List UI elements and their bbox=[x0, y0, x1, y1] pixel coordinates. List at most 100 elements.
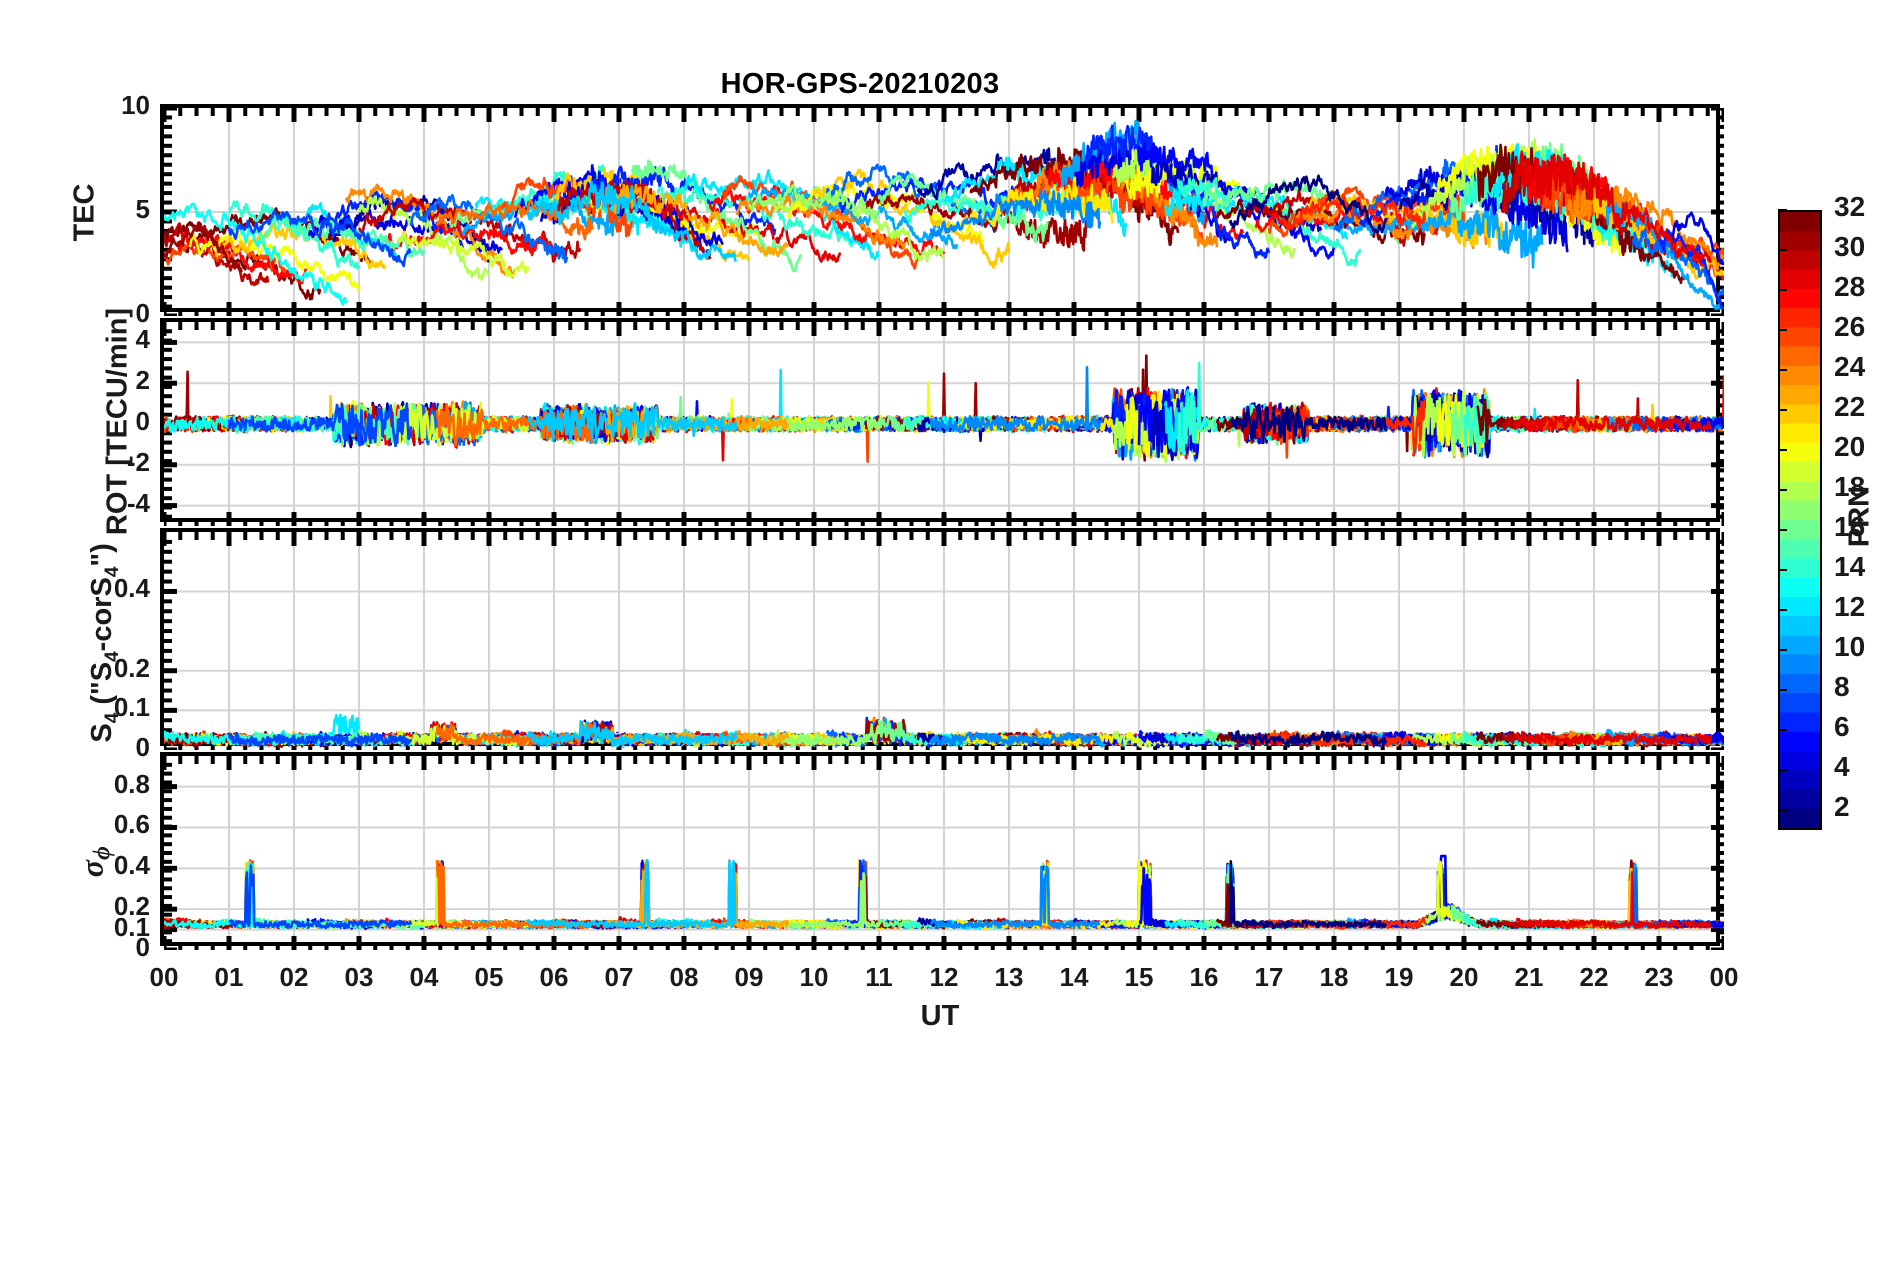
y-tick-label-rot: -2 bbox=[126, 446, 150, 477]
series-line-prn-1 bbox=[1228, 174, 1388, 234]
panel-s4 bbox=[160, 528, 1724, 750]
series-line-prn-1 bbox=[1228, 403, 1388, 445]
colorbar-tick-label: 4 bbox=[1834, 751, 1850, 782]
colorbar-tick-mark bbox=[1778, 609, 1787, 611]
y-tick-label-tec: 0 bbox=[135, 298, 150, 328]
series-line-prn-23 bbox=[604, 183, 789, 258]
y-tick-label-tec: 10 bbox=[121, 90, 150, 120]
series-line-prn-1 bbox=[1229, 730, 1388, 748]
colorbar-tick-label: 6 bbox=[1834, 711, 1850, 742]
series-line-prn-12 bbox=[1164, 863, 1348, 930]
series-line-prn-30 bbox=[1501, 873, 1699, 929]
series-line-prn-11 bbox=[526, 720, 738, 748]
series-line-prn-6 bbox=[591, 165, 777, 236]
series-line-prn-28 bbox=[1527, 862, 1724, 930]
series-line-prn-13 bbox=[164, 202, 348, 306]
series-line-prn-19 bbox=[397, 864, 529, 930]
y-tick-label-sig: 0.1 bbox=[113, 911, 150, 942]
colorbar-tick-mark bbox=[1778, 569, 1787, 571]
colorbar-tick-label: 12 bbox=[1834, 591, 1866, 622]
series-line-prn-4 bbox=[1670, 211, 1724, 266]
series-line-prn-12 bbox=[683, 168, 880, 261]
colorbar-tick-mark bbox=[1778, 649, 1787, 651]
series-line-prn-14 bbox=[903, 188, 1076, 224]
series-line-prn-11 bbox=[526, 858, 738, 930]
series-line-prn-19 bbox=[396, 230, 530, 278]
series-line-prn-25 bbox=[435, 860, 595, 930]
series-line-prn-7 bbox=[227, 209, 412, 268]
colorbar-tick-label: 26 bbox=[1834, 311, 1866, 342]
plot-area-sig bbox=[164, 756, 1724, 950]
x-axis-label: UT bbox=[920, 1000, 960, 1032]
series-line-prn-6 bbox=[1657, 229, 1724, 311]
series-line-prn-8 bbox=[1631, 867, 1724, 930]
series-line-prn-7 bbox=[227, 732, 413, 748]
x-tick-label: 05 bbox=[474, 962, 504, 992]
series-line-prn-2 bbox=[332, 860, 491, 931]
series-line-prn-32 bbox=[182, 207, 374, 267]
colorbar-tick-label: 10 bbox=[1834, 631, 1866, 662]
x-tick-label: 00 bbox=[149, 962, 179, 992]
y-tick-label-rot: 4 bbox=[135, 324, 150, 355]
series-line-prn-16 bbox=[877, 862, 1050, 930]
colorbar-tick-mark bbox=[1778, 209, 1787, 211]
series-line-prn-21 bbox=[955, 862, 1115, 930]
colorbar-tick-label: 18 bbox=[1834, 471, 1866, 502]
y-tick-label-s4: 0.4 bbox=[113, 573, 150, 604]
y-tick-label-sig: 0.4 bbox=[113, 850, 150, 881]
plot-area-tec bbox=[164, 108, 1724, 316]
x-tick-label: 01 bbox=[214, 962, 244, 992]
series-line-prn-32 bbox=[164, 221, 322, 301]
colorbar-tick-mark bbox=[1778, 449, 1787, 451]
series-line-prn-22 bbox=[813, 859, 1010, 930]
series-line-prn-20 bbox=[786, 869, 985, 930]
series-line-prn-14 bbox=[487, 858, 686, 930]
x-tick-label: 07 bbox=[604, 962, 634, 992]
series-line-prn-12 bbox=[683, 859, 881, 930]
series-line-prn-10 bbox=[747, 186, 959, 250]
series-line-prn-29 bbox=[1515, 730, 1713, 747]
series-line-prn-28 bbox=[175, 862, 308, 929]
y-tick-label-rot: 2 bbox=[135, 365, 150, 396]
y-tick-label-s4: 0.2 bbox=[113, 652, 150, 683]
colorbar-tick-label: 20 bbox=[1834, 431, 1866, 462]
series-line-prn-12 bbox=[474, 862, 699, 929]
x-tick-label: 13 bbox=[994, 962, 1024, 992]
colorbar-tick-mark bbox=[1778, 369, 1787, 371]
series-line-prn-26 bbox=[1007, 859, 1206, 930]
x-tick-label: 21 bbox=[1514, 962, 1544, 992]
y-tick-label-sig: 0.2 bbox=[113, 891, 150, 922]
series-line-prn-32 bbox=[182, 868, 374, 930]
series-line-prn-7 bbox=[227, 402, 413, 448]
series-line-prn-29 bbox=[1514, 415, 1713, 433]
colorbar-tick-mark bbox=[1778, 289, 1787, 291]
panel-tec bbox=[160, 104, 1724, 316]
series-line-prn-30 bbox=[358, 866, 582, 930]
series-line-prn-6 bbox=[1085, 860, 1271, 930]
series-line-prn-28 bbox=[709, 862, 946, 930]
series-line-prn-28 bbox=[383, 863, 556, 930]
x-tick-label: 14 bbox=[1059, 962, 1089, 992]
colorbar-tick-label: 2 bbox=[1834, 791, 1850, 822]
colorbar-tick-label: 32 bbox=[1834, 191, 1866, 222]
series-line-prn-14 bbox=[1176, 176, 1362, 267]
x-tick-label: 15 bbox=[1124, 962, 1154, 992]
series-line-prn-22 bbox=[552, 860, 750, 930]
series-line-prn-6 bbox=[838, 859, 1037, 929]
series-line-prn-4 bbox=[1385, 854, 1569, 930]
colorbar-tick-mark bbox=[1778, 769, 1787, 771]
y-tick-label-s4: 0.1 bbox=[113, 692, 150, 723]
series-line-prn-9 bbox=[929, 189, 1102, 238]
colorbar-tick-mark bbox=[1778, 489, 1787, 491]
series-line-prn-10 bbox=[747, 861, 959, 930]
x-tick-label: 19 bbox=[1384, 962, 1414, 992]
x-tick-label: 03 bbox=[344, 962, 374, 992]
colorbar-tick-mark bbox=[1778, 249, 1787, 251]
x-tick-label: 18 bbox=[1319, 962, 1349, 992]
series-line-prn-16 bbox=[877, 172, 1050, 244]
colorbar-tick-mark bbox=[1778, 409, 1787, 411]
series-line-prn-26 bbox=[500, 175, 634, 238]
series-line-prn-5 bbox=[1138, 866, 1335, 930]
series-line-prn-7 bbox=[228, 864, 413, 930]
series-line-prn-16 bbox=[630, 159, 803, 273]
